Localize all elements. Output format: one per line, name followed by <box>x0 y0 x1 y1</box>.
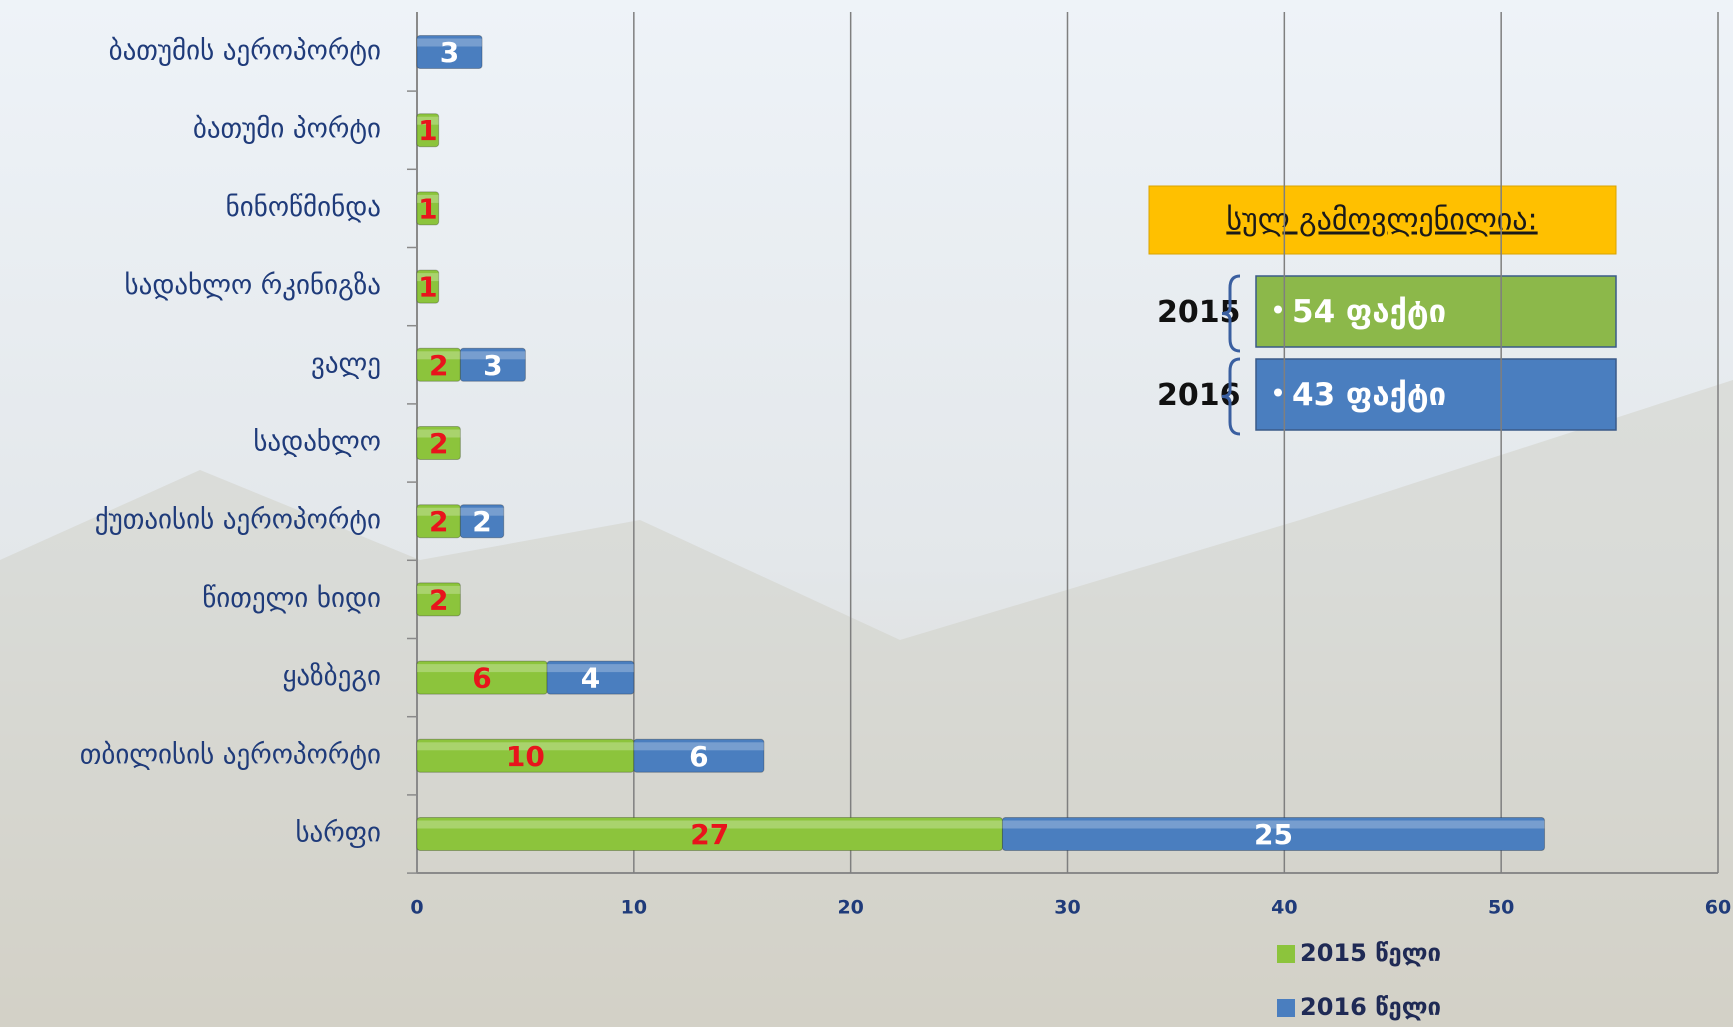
category-label: ვალე <box>311 348 381 379</box>
x-tick-label: 10 <box>621 897 647 919</box>
category-label: წითელი ხიდი <box>202 583 381 614</box>
category-label: ნინოწმინდა <box>226 192 381 223</box>
category-label: ქუთაისის აეროპორტი <box>95 505 381 536</box>
x-tick-label: 40 <box>1271 897 1297 919</box>
summary-title: სულ გამოვლენილია: <box>1226 203 1537 238</box>
data-label: 1 <box>418 114 437 147</box>
data-label: 2 <box>429 583 448 616</box>
legend-swatch <box>1277 945 1295 963</box>
bullet <box>1274 389 1282 397</box>
x-tick-label: 0 <box>410 897 423 919</box>
category-label: ყაზბეგი <box>282 661 381 692</box>
legend-label: 2015 წელი <box>1300 939 1441 967</box>
category-label: სადახლო რკინიგზა <box>125 270 382 301</box>
x-tick-label: 50 <box>1488 897 1514 919</box>
x-tick-label: 30 <box>1054 897 1080 919</box>
x-tick-label: 20 <box>837 897 863 919</box>
data-label: 10 <box>506 740 545 773</box>
category-label: ბათუმის აეროპორტი <box>109 36 381 67</box>
data-label: 4 <box>581 662 600 695</box>
category-label: ბათუმი პორტი <box>193 114 381 145</box>
bullet <box>1274 306 1282 314</box>
data-label: 3 <box>440 36 459 69</box>
summary-text: 43 ფაქტი <box>1292 377 1446 413</box>
data-label: 2 <box>429 349 448 382</box>
data-label: 25 <box>1254 818 1293 851</box>
legend-label: 2016 წელი <box>1300 993 1441 1021</box>
x-tick-label: 60 <box>1705 897 1731 919</box>
data-label: 3 <box>483 349 502 382</box>
data-label: 2 <box>429 505 448 538</box>
category-label: სარფი <box>295 818 381 849</box>
category-label: თბილისის აეროპორტი <box>80 739 381 770</box>
data-label: 6 <box>689 740 708 773</box>
data-label: 2 <box>429 427 448 460</box>
legend-swatch <box>1277 999 1295 1017</box>
data-label: 27 <box>690 818 729 851</box>
data-label: 1 <box>418 271 437 304</box>
data-label: 2 <box>472 505 491 538</box>
category-label: სადახლო <box>253 427 381 458</box>
chart: სულ გამოვლენილია: 201554 ფაქტი201643 ფაქ… <box>0 0 1733 1027</box>
summary-text: 54 ფაქტი <box>1292 294 1446 330</box>
data-label: 1 <box>418 192 437 225</box>
data-label: 6 <box>472 662 491 695</box>
